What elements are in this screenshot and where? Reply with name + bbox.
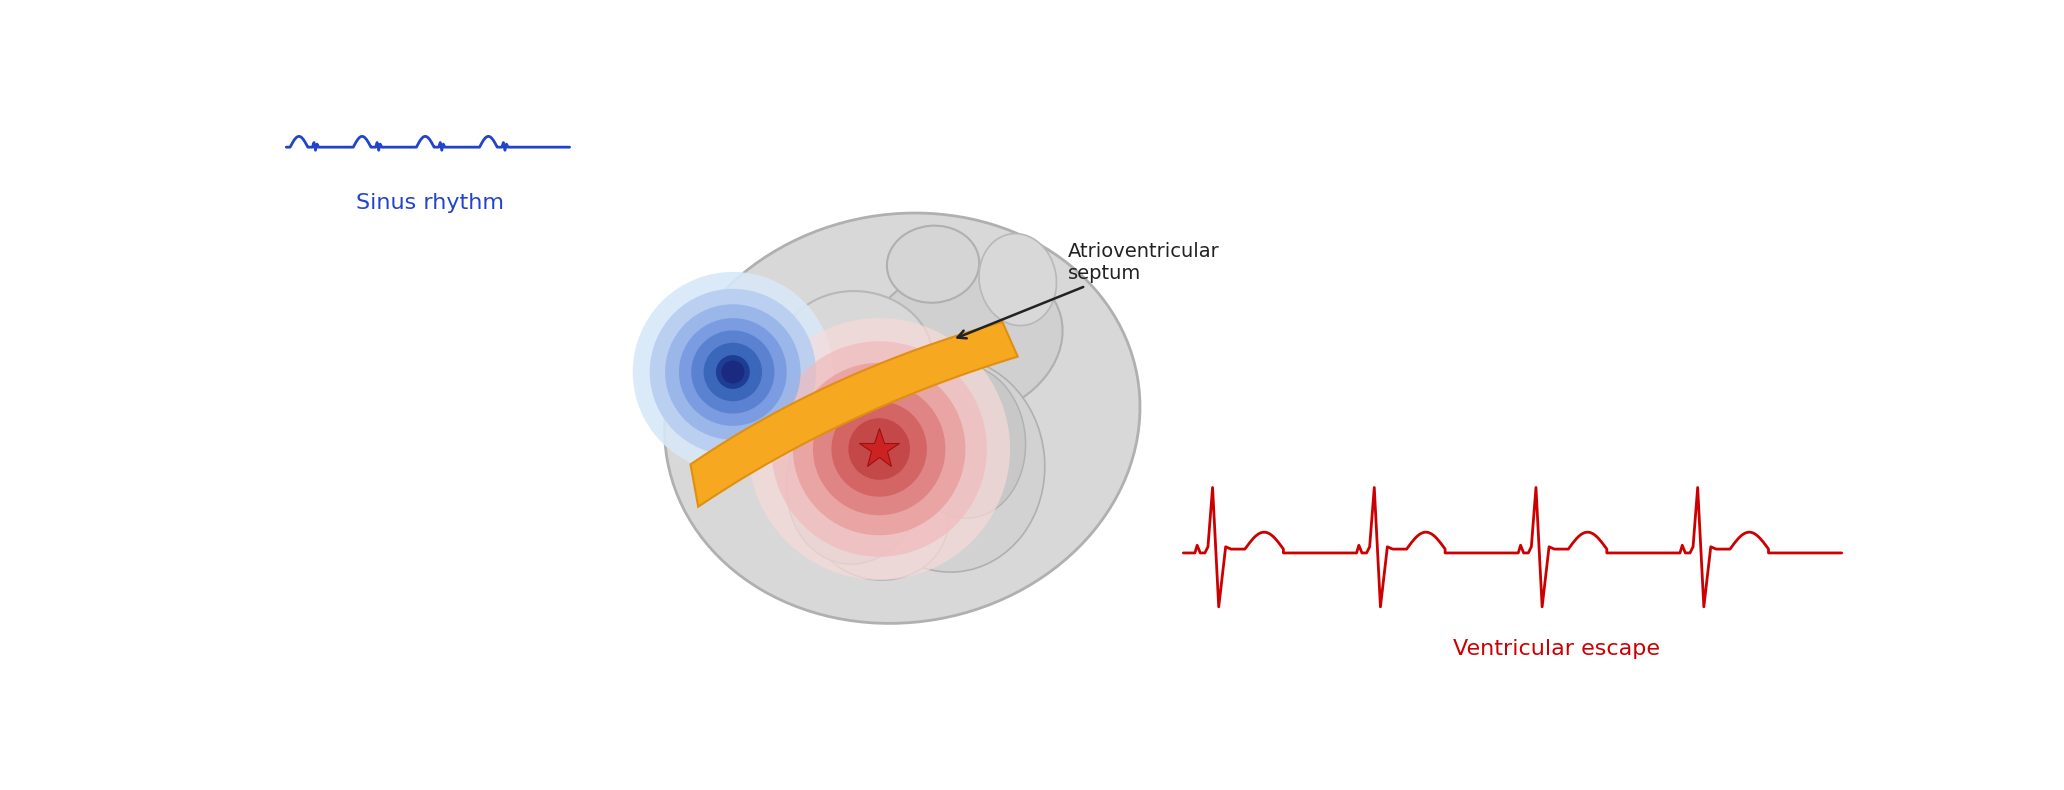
- Ellipse shape: [809, 457, 947, 580]
- Ellipse shape: [778, 291, 933, 422]
- Circle shape: [720, 360, 745, 384]
- Ellipse shape: [786, 396, 927, 564]
- Circle shape: [772, 341, 987, 557]
- Circle shape: [813, 383, 945, 515]
- Ellipse shape: [902, 364, 1026, 518]
- Ellipse shape: [978, 234, 1057, 325]
- Text: Atrioventricular
septum: Atrioventricular septum: [958, 243, 1220, 338]
- Ellipse shape: [888, 226, 978, 303]
- Circle shape: [691, 330, 774, 414]
- Circle shape: [716, 355, 749, 389]
- Text: Sinus rhythm: Sinus rhythm: [355, 193, 504, 213]
- Circle shape: [634, 272, 834, 472]
- Ellipse shape: [665, 213, 1139, 623]
- Circle shape: [665, 304, 801, 440]
- Circle shape: [832, 401, 927, 497]
- Ellipse shape: [865, 262, 1063, 420]
- Circle shape: [704, 343, 762, 401]
- Polygon shape: [691, 322, 1018, 506]
- Circle shape: [793, 363, 966, 536]
- Ellipse shape: [852, 356, 1044, 572]
- Circle shape: [749, 318, 1009, 580]
- Text: Ventricular escape: Ventricular escape: [1453, 639, 1659, 659]
- Circle shape: [650, 289, 815, 455]
- Circle shape: [848, 418, 910, 480]
- Circle shape: [679, 318, 786, 426]
